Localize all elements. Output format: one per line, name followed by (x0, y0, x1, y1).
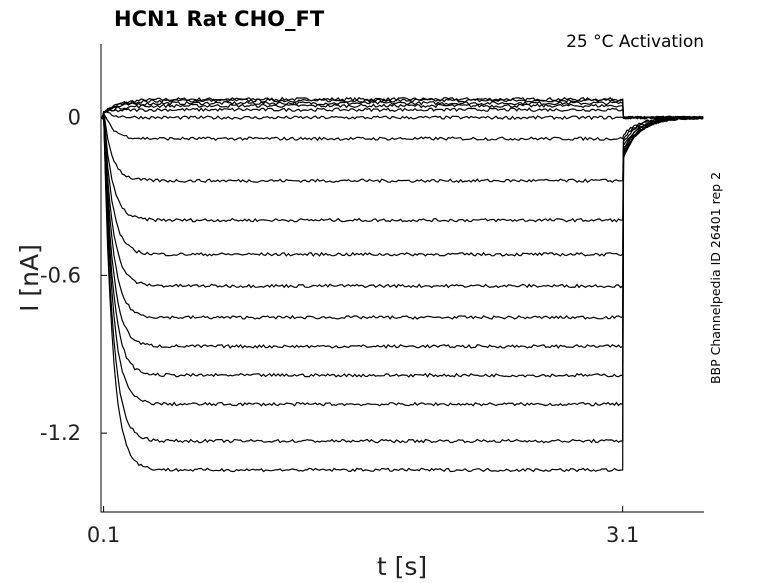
current-trace-10 (100, 112, 704, 257)
current-trace-1 (100, 96, 704, 120)
source-id-label: BBP Channelpedia ID 26401 rep 2 (708, 172, 723, 384)
chart-annotation: 25 °C Activation (566, 32, 704, 52)
tick-group: 0 -0.6 -1.2 0.1 3.1 (40, 106, 639, 547)
chart-title: HCN1 Rat CHO_FT (114, 7, 325, 31)
current-trace-13 (100, 112, 704, 349)
x-axis-label: t [s] (377, 552, 427, 581)
current-trace-15 (100, 112, 704, 407)
current-trace-4 (100, 103, 704, 120)
current-trace-5 (100, 107, 704, 120)
current-trace-3 (100, 100, 704, 120)
current-trace-8 (100, 111, 704, 184)
plot-area (100, 96, 704, 473)
current-trace-6 (100, 111, 704, 121)
current-trace-17 (100, 112, 704, 473)
x-tick-label: 3.1 (606, 523, 639, 547)
y-tick-label: -1.2 (40, 421, 81, 445)
x-tick-label: 0.1 (87, 523, 120, 547)
current-trace-16 (100, 111, 704, 444)
current-trace-9 (100, 111, 704, 223)
y-tick-label: 0 (68, 106, 81, 130)
y-axis-label: I [nA] (15, 244, 44, 312)
current-trace-7 (100, 112, 704, 142)
current-trace-14 (100, 112, 704, 378)
current-trace-12 (100, 111, 704, 320)
current-trace-11 (100, 112, 704, 289)
axes-frame (100, 44, 704, 513)
y-tick-label: -0.6 (40, 263, 81, 287)
